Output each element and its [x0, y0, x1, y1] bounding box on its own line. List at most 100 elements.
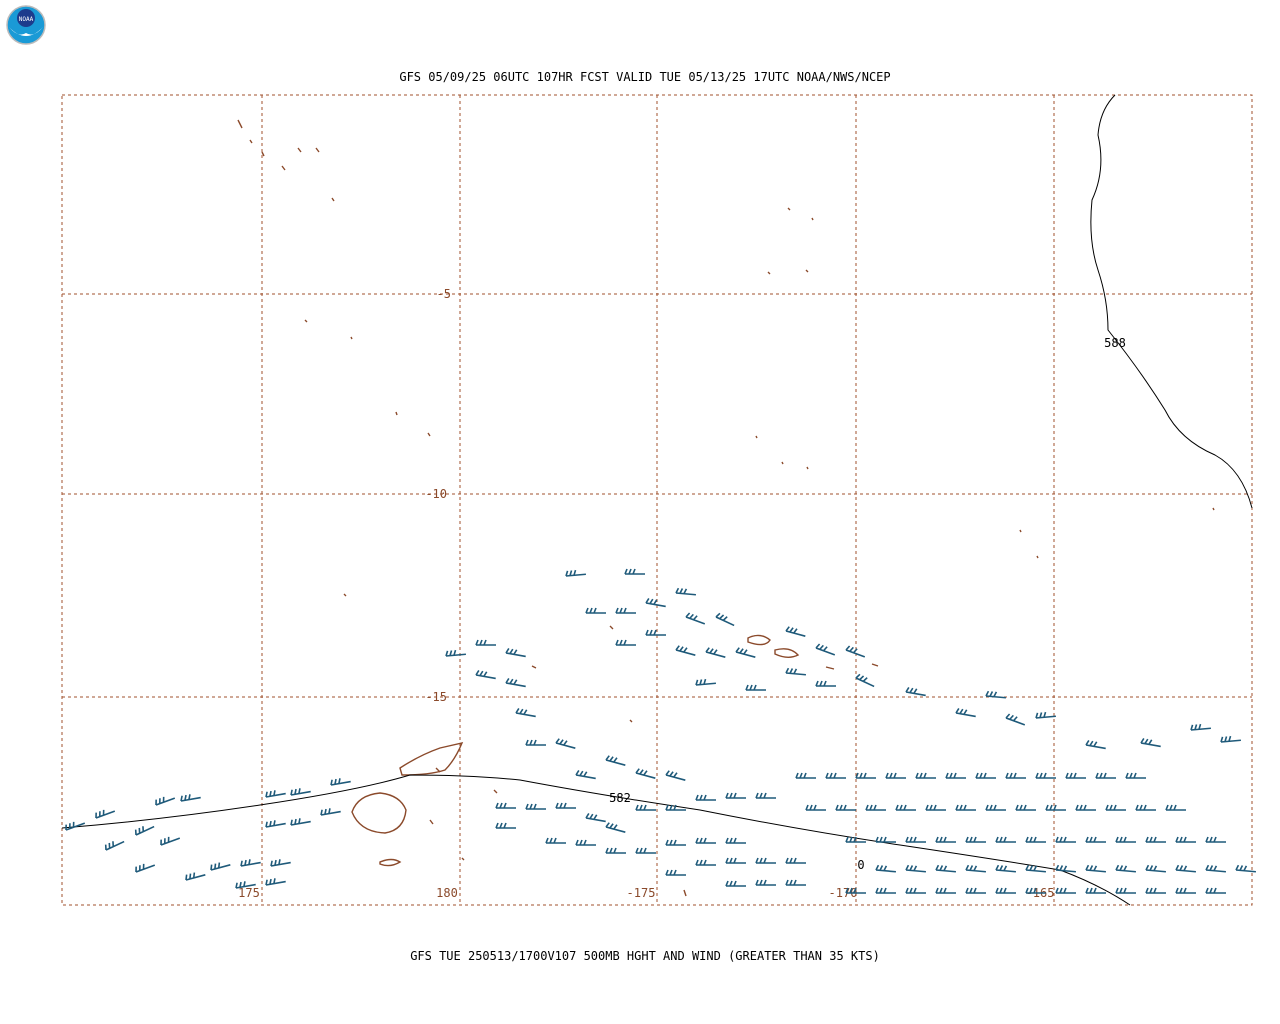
wind-barb — [665, 804, 686, 811]
lon-label: 180 — [436, 886, 458, 900]
wind-barb — [1145, 887, 1166, 894]
wind-barb — [785, 626, 806, 637]
wind-barb — [995, 864, 1016, 873]
wind-barb — [905, 864, 926, 873]
noaa-logo: NOAA — [6, 5, 46, 45]
wind-barb — [270, 859, 291, 867]
wind-barb — [445, 649, 466, 657]
wind-barb — [635, 847, 656, 854]
lon-label: 175 — [238, 886, 260, 900]
wind-barb — [945, 772, 966, 779]
wind-barb — [755, 857, 776, 864]
wind-barb — [875, 887, 896, 894]
wind-barb — [955, 804, 976, 811]
wind-barb — [985, 804, 1006, 811]
wind-barb — [825, 772, 846, 779]
wind-barb — [905, 887, 926, 894]
wind-barb — [265, 820, 286, 828]
wind-barb — [235, 881, 256, 889]
wind-barb — [525, 739, 546, 746]
wind-barb — [1235, 864, 1256, 873]
wind-barb — [180, 794, 201, 802]
wind-barb — [975, 772, 996, 779]
wind-barb — [925, 804, 946, 811]
wind-barb — [875, 836, 896, 843]
wind-barb — [725, 880, 746, 887]
wind-barb — [695, 837, 716, 844]
wind-barb — [1055, 864, 1076, 873]
wind-barb — [1115, 887, 1136, 894]
wind-barb — [1045, 804, 1066, 811]
wind-barb — [515, 708, 536, 718]
wind-barb — [635, 768, 656, 779]
wind-barb — [1140, 738, 1161, 748]
wind-barb — [685, 612, 706, 625]
wind-barb — [1220, 735, 1241, 743]
wind-barb — [585, 813, 606, 823]
wind-barb — [615, 639, 636, 646]
wind-barb — [1055, 887, 1076, 894]
wind-barb — [715, 612, 735, 627]
wind-barb — [555, 738, 576, 749]
wind-barb — [160, 836, 181, 846]
wind-barb — [785, 667, 806, 676]
wind-barb — [1005, 772, 1026, 779]
wind-barb — [935, 836, 956, 843]
wind-barb — [134, 825, 155, 836]
wind-barb — [695, 794, 716, 801]
wind-barb — [705, 647, 726, 658]
wind-barb — [845, 887, 866, 894]
wind-barb — [575, 839, 596, 846]
wind-barb — [665, 869, 686, 876]
wind-barb — [1085, 836, 1106, 843]
contour-labels: 588 582 0 — [609, 336, 1126, 872]
wind-barb — [1095, 772, 1116, 779]
wind-barb — [795, 772, 816, 779]
wind-barb — [965, 836, 986, 843]
wind-barb — [475, 639, 496, 646]
grid — [61, 94, 1253, 906]
wind-barb — [1065, 772, 1086, 779]
wind-barb — [1075, 804, 1096, 811]
wind-barb — [665, 839, 686, 846]
wind-barb — [745, 684, 766, 691]
wind-barb — [725, 792, 746, 799]
lat-label: -10 — [425, 487, 447, 501]
wind-barb — [475, 670, 496, 680]
wind-barb — [845, 645, 866, 658]
wind-barb — [505, 678, 526, 688]
wind-barb — [505, 648, 526, 658]
wind-barb — [815, 643, 836, 656]
wind-barb — [1085, 864, 1106, 873]
wind-barb — [155, 796, 176, 806]
wind-barb — [855, 772, 876, 779]
wind-barb — [675, 645, 696, 656]
wind-barb — [985, 690, 1006, 699]
wind-barb — [1205, 864, 1226, 873]
wind-barb — [905, 836, 926, 843]
wind-barb — [290, 788, 311, 796]
wind-barb — [885, 772, 906, 779]
lat-label: -5 — [437, 287, 451, 301]
wind-barb — [265, 790, 286, 798]
wind-barb — [1115, 836, 1136, 843]
wind-barb — [1035, 711, 1056, 719]
wind-barb — [1005, 713, 1026, 726]
contour-label: 582 — [609, 791, 631, 805]
wind-barb — [955, 708, 976, 718]
wind-barb — [1105, 804, 1126, 811]
wind-barb — [905, 687, 926, 697]
wind-barb — [330, 778, 351, 786]
wind-barb — [785, 879, 806, 886]
wind-barb — [735, 647, 756, 658]
wind-barb — [1025, 864, 1046, 873]
wind-barb — [915, 772, 936, 779]
wind-barb — [605, 822, 626, 833]
wind-barb — [1205, 836, 1226, 843]
wind-barb — [965, 887, 986, 894]
wind-barb — [1205, 887, 1226, 894]
svg-text:NOAA: NOAA — [19, 16, 34, 23]
wind-barb — [624, 568, 645, 575]
wind-barb — [1035, 772, 1056, 779]
title: GFS 05/09/25 06UTC 107HR FCST VALID TUE … — [399, 70, 890, 84]
